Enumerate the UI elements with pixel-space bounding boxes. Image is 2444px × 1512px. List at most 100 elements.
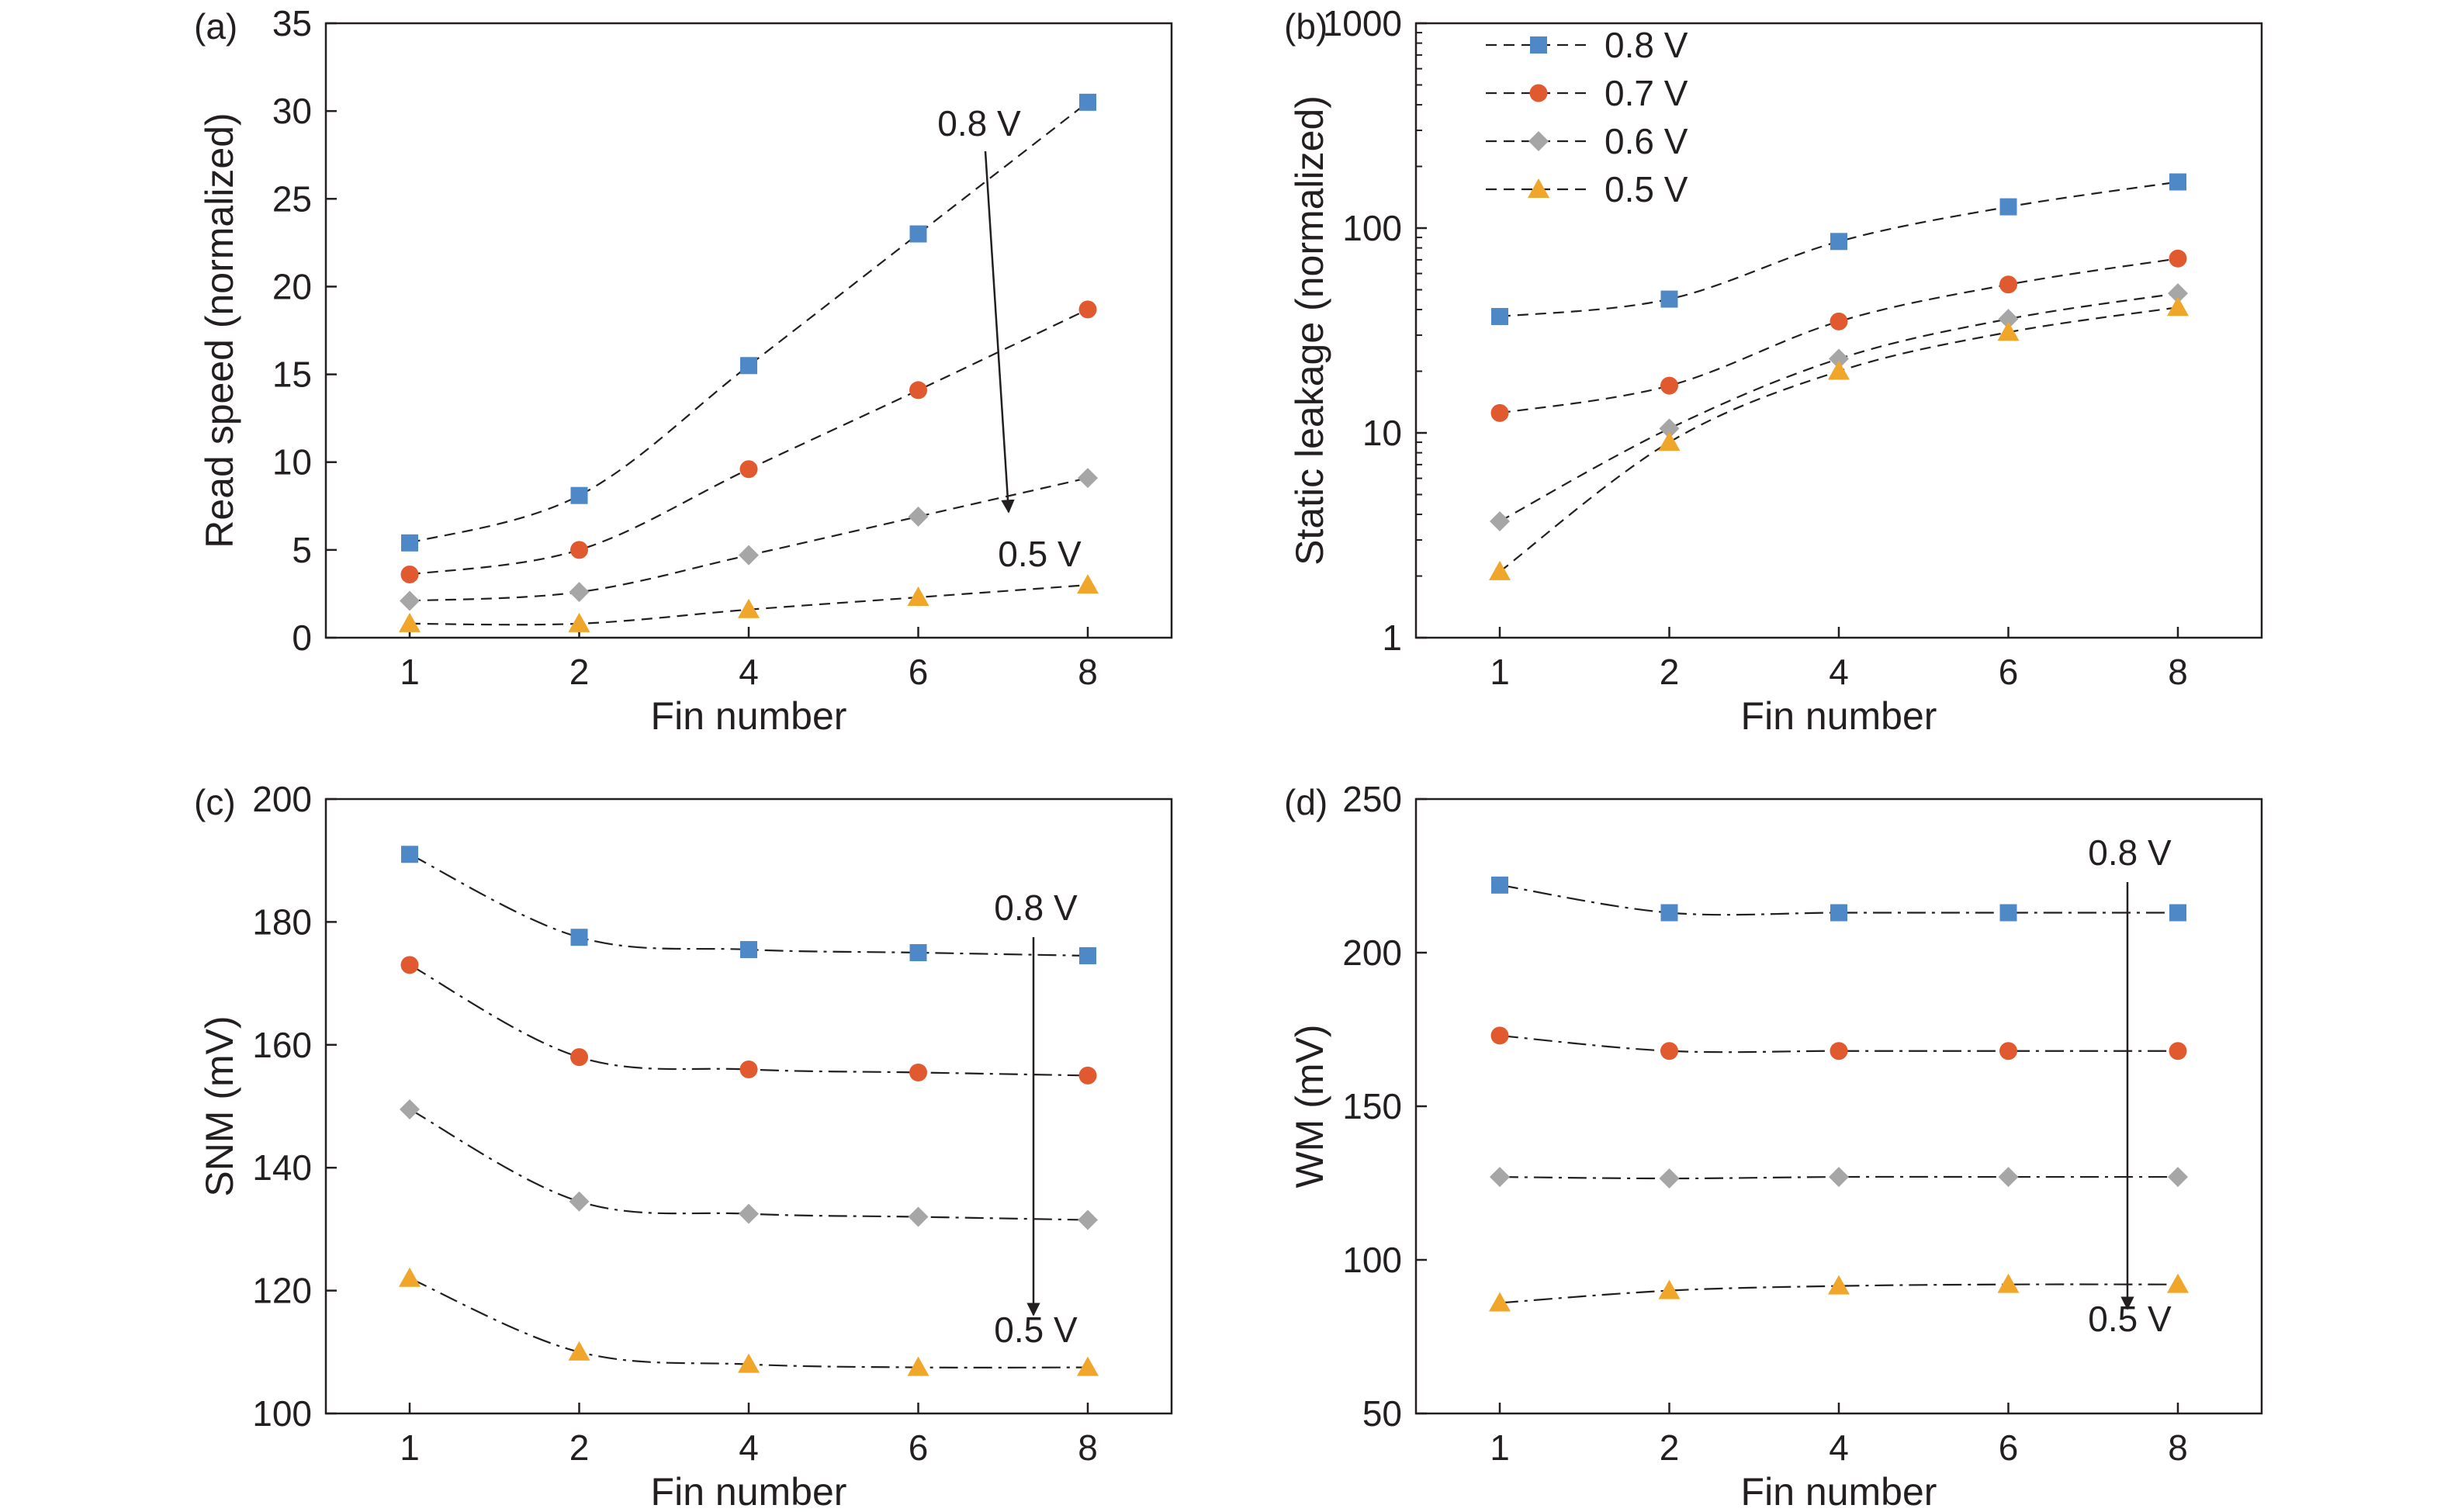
series-v07 [1490, 249, 2187, 422]
x-axis-title: Fin number [1741, 694, 1937, 738]
legend-item: 0.7 V [1486, 73, 1688, 113]
y-tick-label: 200 [252, 779, 312, 819]
data-point [1660, 904, 1678, 922]
data-point [569, 1191, 590, 1212]
data-point [1490, 1167, 1510, 1188]
legend-item: 0.6 V [1486, 121, 1688, 161]
x-tick-label: 4 [1829, 1427, 1849, 1468]
data-point [2169, 1042, 2187, 1060]
panel-d: 50 100 150 200 250 1 2 4 6 8 Fin number WM (mV) (d) 0… [1284, 779, 2263, 1512]
data-point [570, 486, 588, 504]
series-line [1499, 1175, 2178, 1180]
series-line [409, 964, 1089, 1077]
series-line [1499, 258, 2179, 414]
x-tick-label: 6 [909, 1427, 929, 1468]
y-tick-label: 140 [252, 1147, 312, 1188]
data-point [1078, 1066, 1097, 1085]
data-point [740, 357, 757, 375]
data-point [1828, 1275, 1850, 1295]
legend-marker [1530, 36, 1547, 54]
data-point [909, 225, 927, 243]
data-point [1078, 468, 1098, 489]
series-v06 [400, 468, 1098, 611]
data-point [909, 944, 927, 961]
legend-marker [1528, 131, 1549, 151]
series-line [1499, 1034, 2178, 1054]
series-line [409, 101, 1089, 544]
series-v05 [399, 574, 1099, 632]
y-tick-label: 100 [1342, 208, 1402, 248]
data-point [1078, 1209, 1098, 1230]
data-point [568, 1341, 590, 1361]
y-tick-label: 10 [272, 442, 312, 483]
panel-b: 1 10 100 1000 1 2 4 6 8 Fin number Static leakage … [1284, 3, 2263, 738]
series-line [1499, 1283, 2179, 1304]
data-point [909, 1063, 927, 1081]
series-v05 [399, 1267, 1099, 1376]
x-tick-label: 1 [1490, 652, 1510, 692]
y-tick-label: 25 [272, 178, 312, 219]
y-tick-label: 200 [1342, 932, 1402, 973]
data-point [1490, 510, 1510, 531]
legend-label: 0.8 V [1605, 25, 1688, 65]
x-tick-label: 4 [739, 652, 759, 692]
x-tick-label: 1 [1490, 1427, 1510, 1468]
data-point [1999, 198, 2017, 216]
y-tick-label: 100 [252, 1393, 312, 1434]
data-point [399, 1267, 421, 1287]
series-v05 [1489, 1273, 2189, 1312]
y-tick-label: 0 [292, 618, 312, 658]
legend-item: 0.5 V [1486, 169, 1688, 209]
trend-arrow [984, 151, 1015, 514]
data-point [570, 1048, 588, 1067]
series-v05 [1489, 296, 2189, 580]
data-point [2168, 1167, 2188, 1188]
y-axis-title: Static leakage (normalized) [1288, 95, 1331, 566]
data-point [1830, 233, 1847, 251]
data-point [1491, 307, 1508, 325]
data-point [1830, 312, 1848, 330]
series-line [1499, 306, 2179, 573]
plot-frame [1414, 22, 2263, 639]
data-point [1079, 93, 1096, 111]
data-point [2167, 1273, 2189, 1293]
y-tick-label: 1000 [1323, 3, 1402, 43]
data-point [1998, 309, 2019, 330]
panel-label: (b) [1284, 6, 1328, 47]
data-point [908, 506, 929, 527]
legend-label: 0.7 V [1605, 73, 1688, 113]
x-tick-label: 2 [1660, 1427, 1680, 1468]
series-v06 [1490, 1167, 2188, 1189]
data-point [1659, 418, 1680, 439]
y-tick-label: 30 [272, 91, 312, 131]
x-tick-label: 2 [569, 652, 590, 692]
series-v08 [1491, 173, 2186, 325]
data-point [1659, 1168, 1680, 1189]
data-point [739, 1060, 758, 1078]
series-line [409, 1108, 1089, 1221]
data-point [1997, 1273, 2020, 1293]
x-tick-label: 6 [909, 652, 929, 692]
data-point [400, 956, 419, 974]
data-point [1660, 290, 1678, 308]
series-v07 [400, 956, 1097, 1085]
data-point [738, 1353, 760, 1373]
data-point [739, 1203, 759, 1224]
y-tick-label: 5 [292, 530, 312, 570]
data-point [1490, 403, 1509, 422]
panel-label: (d) [1284, 782, 1328, 822]
data-point [1658, 431, 1681, 452]
data-point [401, 534, 418, 552]
legend-marker [1529, 84, 1548, 102]
x-tick-label: 8 [1078, 652, 1098, 692]
data-point [1077, 574, 1099, 594]
data-point [909, 381, 927, 400]
legend-marker [1528, 178, 1549, 198]
y-axis-title: SNM (mV) [198, 1015, 241, 1196]
data-point [907, 1356, 929, 1376]
data-point [1489, 1292, 1511, 1312]
data-point [739, 545, 759, 566]
legend-label: 0.6 V [1605, 121, 1688, 161]
x-tick-label: 8 [2168, 652, 2188, 692]
annotation-bottom-label: 0.5 V [994, 1310, 1078, 1350]
